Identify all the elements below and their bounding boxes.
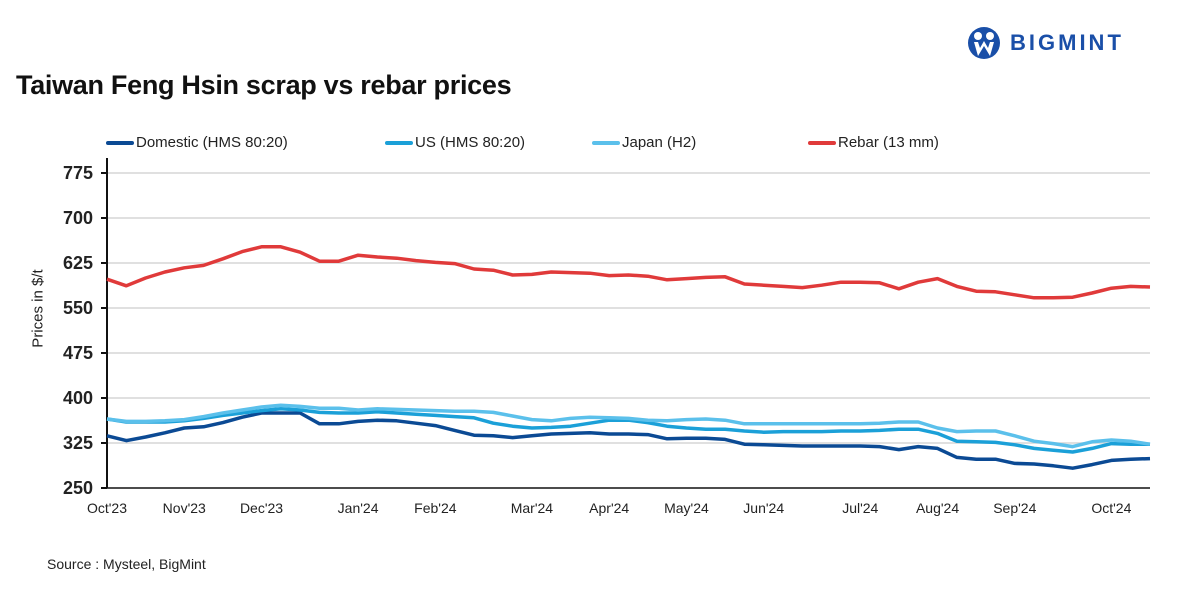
series-line-domestic: [106, 411, 1151, 470]
legend-item-japan: Japan (H2): [592, 134, 696, 151]
series-line-japan: [106, 403, 1151, 449]
y-tick-label: 250: [63, 478, 93, 498]
x-tick-label: Nov'23: [163, 500, 206, 516]
x-tick-label: Oct'23: [87, 500, 127, 516]
y-tick-label: 325: [63, 433, 93, 453]
legend-item-rebar: Rebar (13 mm): [808, 134, 939, 151]
legend-swatch: [385, 140, 413, 145]
x-tick-label: Feb'24: [414, 500, 457, 516]
x-tick-label: Mar'24: [511, 500, 554, 516]
bigmint-logo-text: BIGMINT: [1010, 30, 1124, 55]
x-tick-label: Dec'23: [240, 500, 283, 516]
bigmint-logo-icon: [968, 27, 1000, 59]
y-tick-label: 475: [63, 343, 93, 363]
x-tick-label: Aug'24: [916, 500, 959, 516]
bigmint-logo: BIGMINT: [966, 26, 1124, 60]
legend-label: Domestic (HMS 80:20): [136, 134, 288, 151]
legend: Domestic (HMS 80:20) US (HMS 80:20) Japa…: [0, 134, 1182, 154]
x-tick-label: Sep'24: [993, 500, 1036, 516]
legend-item-us: US (HMS 80:20): [385, 134, 525, 151]
x-tick-label: Jul'24: [842, 500, 878, 516]
legend-swatch: [592, 140, 620, 145]
x-tick-label: Apr'24: [589, 500, 629, 516]
chart-title: Taiwan Feng Hsin scrap vs rebar prices: [16, 70, 512, 100]
source-note: Source : Mysteel, BigMint: [47, 556, 206, 572]
legend-swatch: [106, 140, 134, 145]
legend-label: Japan (H2): [622, 134, 697, 151]
legend-item-domestic: Domestic (HMS 80:20): [106, 134, 288, 151]
y-tick-label: 625: [63, 253, 93, 273]
x-tick-label: Oct'24: [1091, 500, 1131, 516]
legend-label: Rebar (13 mm): [838, 134, 939, 151]
legend-label: US (HMS 80:20): [415, 134, 526, 151]
x-tick-label: Jun'24: [743, 500, 784, 516]
series-line-us: [106, 407, 1150, 454]
series-line-rebar: [106, 245, 1151, 300]
legend-swatch: [808, 140, 836, 145]
y-tick-label: 775: [63, 163, 93, 183]
y-tick-label: 700: [63, 208, 93, 228]
x-tick-label: May'24: [664, 500, 709, 516]
y-tick-label: 400: [63, 388, 93, 408]
x-tick-label: Jan'24: [338, 500, 379, 516]
y-tick-label: 550: [63, 298, 93, 318]
